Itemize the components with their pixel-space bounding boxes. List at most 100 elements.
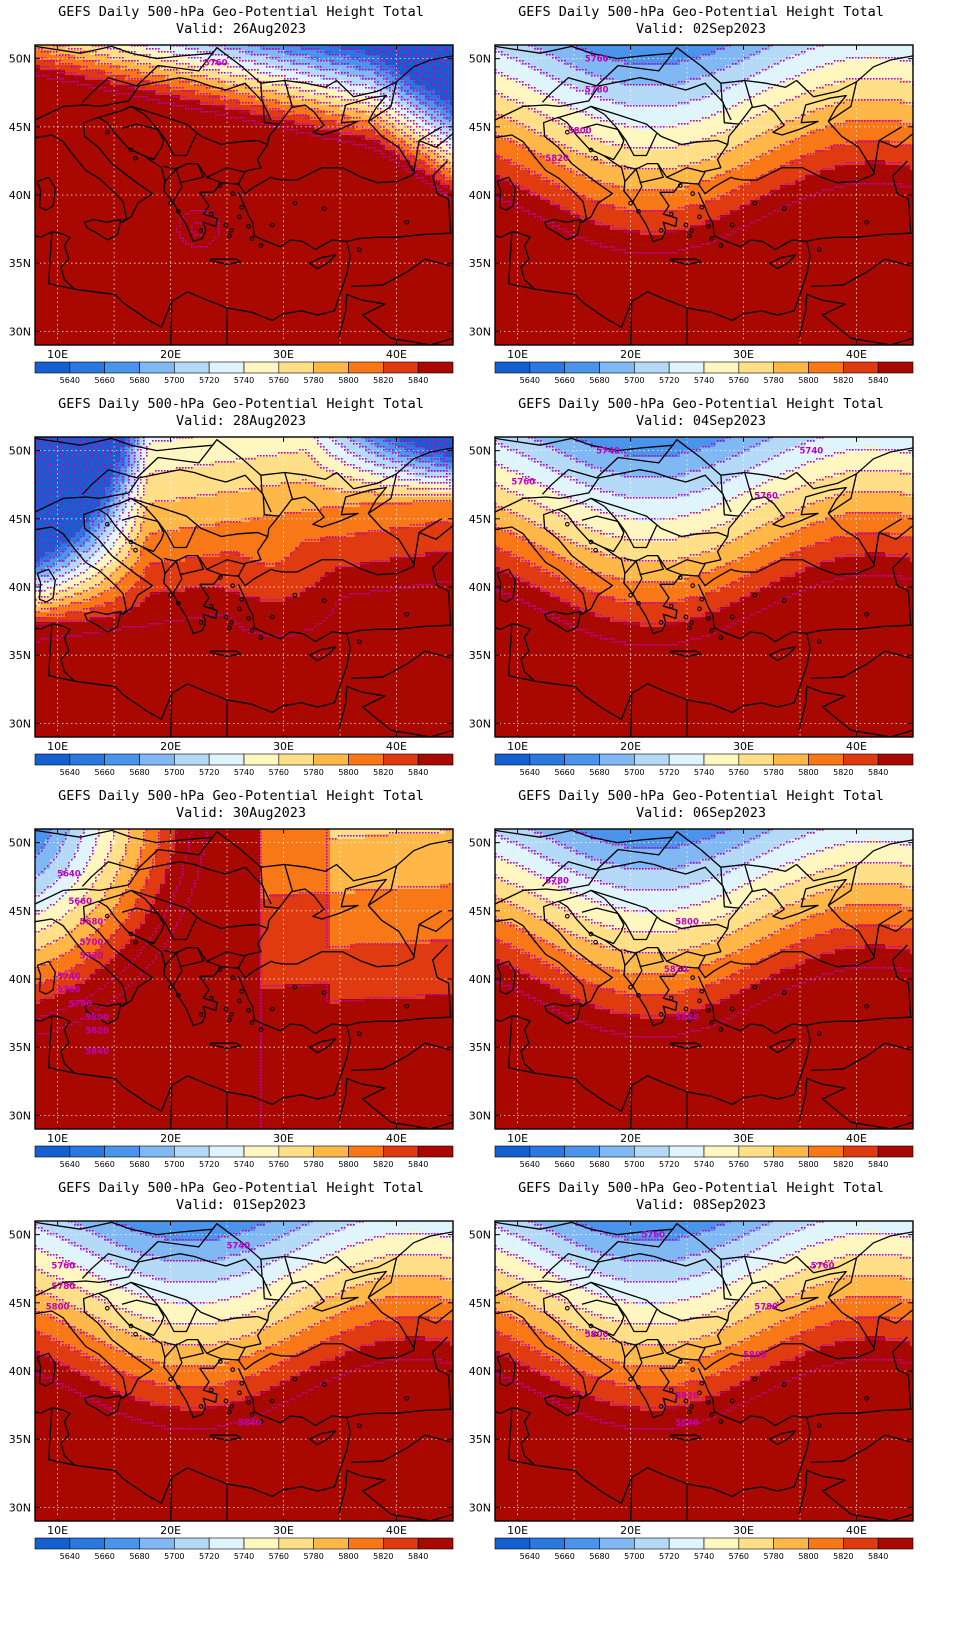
colorbar-swatch	[208, 753, 245, 766]
colorbar-swatch	[69, 753, 105, 766]
colorbar-label: 5760	[269, 1552, 289, 1561]
lat-tick-label: 45N	[469, 905, 491, 918]
colorbar: 5640 5660 5680 5700 5720 5740 5760 5780 5800 5820…	[494, 1145, 914, 1169]
lon-tick-label: 40E	[386, 348, 407, 361]
lat-tick-label: 50N	[469, 53, 491, 66]
colorbar-swatch	[668, 361, 705, 374]
colorbar-label: 5760	[269, 1160, 289, 1169]
colorbar-label: 5700	[624, 768, 644, 777]
graticule	[495, 437, 913, 737]
colorbar-swatch	[738, 1145, 774, 1158]
colorbar-swatch	[877, 753, 914, 766]
lat-tick-label: 35N	[9, 649, 31, 662]
colorbar-label: 5820	[373, 376, 393, 385]
colorbar-swatch	[564, 1537, 600, 1550]
graticule	[35, 1221, 453, 1521]
colorbar-swatch	[564, 361, 600, 374]
lat-tick-label: 50N	[469, 837, 491, 850]
panel-title: GEFS Daily 500-hPa Geo-Potential Height …	[460, 788, 942, 804]
colorbar-swatch	[174, 361, 210, 374]
lat-tick-label: 40N	[9, 1365, 31, 1378]
colorbar-swatch	[843, 361, 879, 374]
lat-tick-label: 40N	[9, 973, 31, 986]
colorbar-swatch	[104, 1145, 140, 1158]
graticule	[495, 829, 913, 1129]
lon-tick-label: 10E	[507, 740, 528, 753]
colorbar-label: 5640	[520, 376, 540, 385]
panel-valid-date: Valid: 30Aug2023	[0, 805, 482, 821]
colorbar-swatch	[417, 361, 454, 374]
lat-tick-label: 40N	[469, 581, 491, 594]
colorbar-label: 5740	[234, 768, 254, 777]
panel-valid-date: Valid: 06Sep2023	[460, 805, 942, 821]
colorbar-swatch	[668, 1145, 705, 1158]
lat-tick-label: 35N	[469, 1433, 491, 1446]
colorbar-label: 5800	[338, 768, 358, 777]
contour-lines	[35, 45, 453, 248]
colorbar-swatch	[104, 361, 140, 374]
colorbar-label: 5640	[60, 376, 80, 385]
colorbar-label: 5820	[833, 376, 853, 385]
graticule	[35, 829, 453, 1129]
lat-tick-label: 40N	[9, 581, 31, 594]
panel-title: GEFS Daily 500-hPa Geo-Potential Height …	[460, 396, 942, 412]
colorbar-label: 5700	[624, 376, 644, 385]
contour-label: 5840	[675, 1013, 699, 1023]
map-panel-p5: GEFS Daily 500-hPa Geo-Potential Height …	[0, 784, 482, 1194]
contour-label: 5800	[85, 1013, 109, 1023]
lat-tick-label: 40N	[469, 973, 491, 986]
lat-tick-label: 35N	[9, 1041, 31, 1054]
colorbar-label: 5660	[554, 376, 574, 385]
colorbar-label: 5840	[868, 376, 888, 385]
colorbar-label: 5740	[694, 376, 714, 385]
lat-tick-label: 50N	[9, 837, 31, 850]
colorbar-label: 5780	[303, 376, 323, 385]
colorbar-swatch	[773, 1145, 809, 1158]
colorbar-label: 5740	[694, 1160, 714, 1169]
lon-tick-label: 20E	[620, 1524, 641, 1537]
colorbar-swatch	[208, 361, 245, 374]
colorbar-label: 5780	[303, 1552, 323, 1561]
colorbar-swatch	[599, 753, 635, 766]
contour-label: 5660	[68, 897, 92, 907]
coastlines-and-borders	[495, 437, 913, 737]
lon-tick-label: 20E	[620, 740, 641, 753]
panel-valid-date: Valid: 04Sep2023	[460, 413, 942, 429]
colorbar-label: 5660	[94, 1160, 114, 1169]
coastlines-and-borders	[35, 1221, 453, 1521]
lon-tick-label: 40E	[386, 1524, 407, 1537]
colorbar-label: 5780	[303, 768, 323, 777]
coastlines-and-borders	[495, 1221, 913, 1521]
colorbar-swatch	[208, 1145, 245, 1158]
colorbar-swatch	[564, 753, 600, 766]
colorbar-swatch	[243, 1537, 280, 1550]
colorbar-label: 5720	[199, 768, 219, 777]
coastlines-and-borders	[495, 829, 913, 1129]
lon-tick-label: 30E	[733, 1524, 754, 1537]
colorbar-label: 5740	[234, 1552, 254, 1561]
colorbar-swatch	[703, 753, 740, 766]
colorbar-swatch	[313, 1537, 349, 1550]
colorbar-swatch	[383, 753, 419, 766]
colorbar-swatch	[348, 1145, 384, 1158]
lon-tick-label: 10E	[47, 1132, 68, 1145]
map-svg: 5760 5760 5780 5800 5800 5820 5840 50N 45N 40N 35N…	[469, 1220, 914, 1561]
colorbar-swatch	[634, 361, 670, 374]
panel-valid-date: Valid: 28Aug2023	[0, 413, 482, 429]
graticule	[495, 1221, 913, 1521]
lon-tick-label: 30E	[733, 348, 754, 361]
colorbar-label: 5760	[729, 1160, 749, 1169]
lon-tick-label: 40E	[386, 1132, 407, 1145]
colorbar-label: 5840	[408, 376, 428, 385]
colorbar-label: 5640	[520, 1160, 540, 1169]
colorbar-swatch	[104, 753, 140, 766]
graticule	[35, 45, 453, 345]
lat-tick-label: 45N	[469, 1297, 491, 1310]
lon-tick-label: 30E	[733, 1132, 754, 1145]
lon-tick-label: 10E	[47, 740, 68, 753]
colorbar-swatch	[69, 1537, 105, 1550]
colorbar-label: 5840	[408, 768, 428, 777]
contour-label: 5760	[57, 986, 81, 996]
lon-tick-label: 30E	[273, 348, 294, 361]
